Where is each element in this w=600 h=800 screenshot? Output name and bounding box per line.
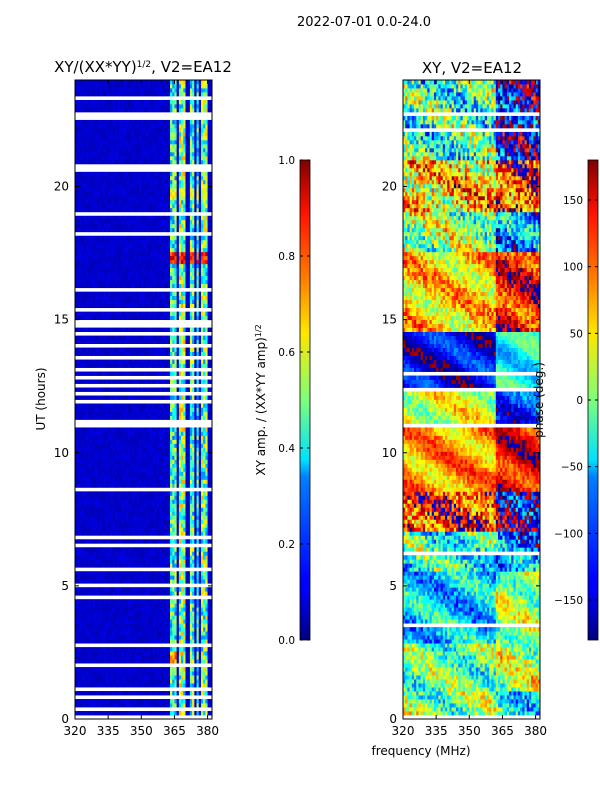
left-title-sup: 1/2 (137, 60, 151, 70)
left-title-tail: , V2=EA12 (151, 58, 232, 76)
left-panel-title: XY/(XX*YY)1/2, V2=EA12 (54, 58, 232, 76)
figure-suptitle: 2022-07-01 0.0-24.0 (297, 15, 431, 30)
left-title-main: XY/(XX*YY) (54, 58, 137, 76)
figure: 2022-07-01 0.0-24.0 XY/(XX*YY)1/2, V2=EA… (0, 0, 600, 800)
amplitude-heatmap (75, 80, 212, 715)
